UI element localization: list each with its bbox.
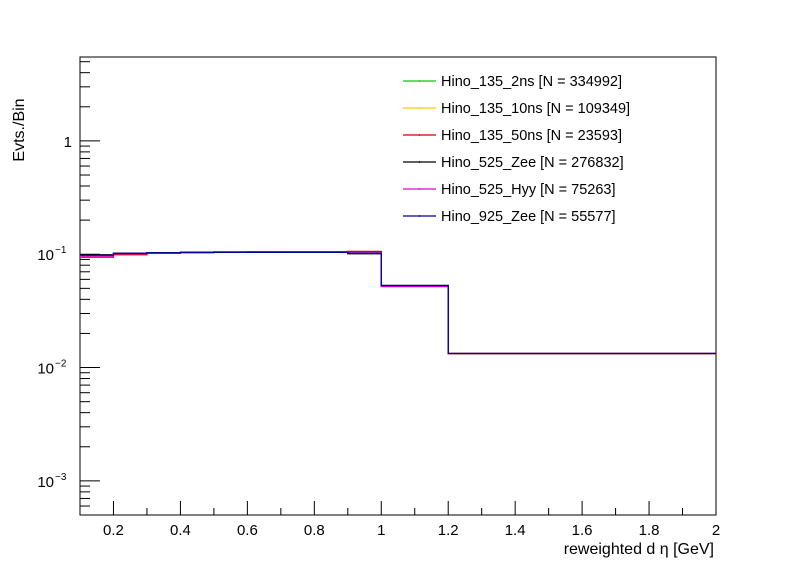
series-line-1 [80, 251, 716, 355]
legend-label: Hino_135_10ns [N = 109349] [441, 101, 630, 117]
y-tick-exponent: −3 [55, 472, 67, 483]
y-tick-label: 10 [37, 361, 54, 378]
legend-label: Hino_135_50ns [N = 23593] [441, 128, 622, 144]
x-tick-label: 1 [377, 522, 385, 539]
series-line-6 [80, 251, 716, 355]
x-tick-label: 2 [712, 522, 720, 539]
y-tick-exponent: −1 [55, 245, 67, 256]
x-axis-ticks: 0.2 0.4 0.6 0.8 1 1.2 1.4 1.6 1.8 2 [103, 501, 720, 539]
x-tick-label: 0.6 [237, 522, 258, 539]
legend-marker [418, 107, 421, 109]
legend-label: Hino_925_Zee [N = 55577] [441, 209, 616, 225]
legend-marker [418, 134, 421, 136]
series-line-4 [80, 251, 716, 355]
legend-label: Hino_135_2ns [N = 334992] [441, 74, 622, 90]
legend-marker [418, 161, 421, 163]
y-axis-ticks: 10 −310 −210 −11 [37, 61, 100, 516]
series-layer [80, 250, 716, 355]
y-tick-label: 10 [37, 247, 54, 264]
y-tick-label: 1 [64, 134, 72, 151]
x-tick-label: 0.2 [103, 522, 124, 539]
x-tick-label: 1.6 [572, 522, 593, 539]
series-line-5 [80, 251, 716, 355]
plot-frame [79, 56, 717, 516]
x-tick-label: 1.4 [505, 522, 526, 539]
x-tick-label: 1.2 [438, 522, 459, 539]
legend-marker [418, 188, 421, 190]
y-tick-label: 10 [37, 474, 54, 491]
series-line-3 [80, 250, 716, 355]
y-tick-exponent: −2 [55, 359, 67, 370]
legend-label: Hino_525_Zee [N = 276832] [441, 155, 624, 171]
x-tick-label: 0.8 [304, 522, 325, 539]
y-axis-label: Evts./Bin [11, 98, 28, 161]
x-axis-label: reweighted d η [GeV] [564, 541, 714, 558]
legend-label: Hino_525_Hyy [N = 75263] [441, 182, 616, 198]
legend-marker [418, 80, 421, 82]
x-tick-label: 0.4 [170, 522, 191, 539]
legend: Hino_135_2ns [N = 334992] Hino_135_10ns [… [403, 74, 630, 225]
series-line-2 [80, 251, 716, 355]
legend-marker [418, 215, 421, 217]
x-tick-label: 1.8 [639, 522, 660, 539]
